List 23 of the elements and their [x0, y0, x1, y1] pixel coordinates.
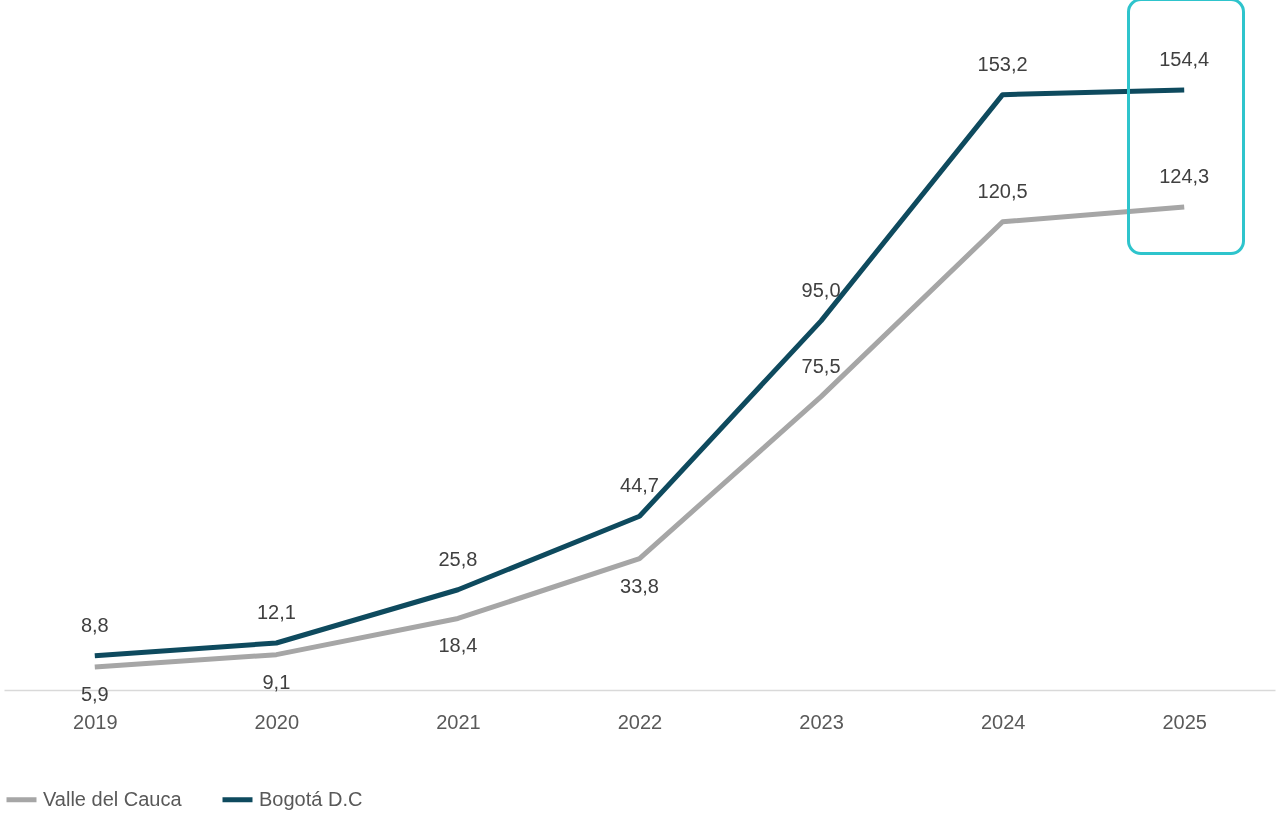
- data-label: 153,2: [977, 52, 1028, 75]
- data-label: 8,8: [80, 613, 109, 636]
- data-label: 5,9: [80, 683, 109, 706]
- data-label: 95,0: [801, 278, 841, 301]
- x-tick-label: 2019: [73, 710, 118, 733]
- x-tick-label: 2022: [617, 710, 663, 733]
- legend-label: Valle del Cauca: [43, 787, 183, 810]
- data-label: 44,7: [620, 474, 659, 497]
- x-tick-label: 2024: [980, 710, 1026, 733]
- x-tick-label: 2025: [1162, 710, 1207, 733]
- data-label: 25,8: [438, 547, 478, 570]
- x-tick-label: 2021: [436, 710, 481, 733]
- data-label: 9,1: [262, 670, 291, 693]
- data-label: 18,4: [438, 634, 478, 657]
- data-label: 154,4: [1159, 48, 1210, 70]
- data-label: 124,3: [1159, 164, 1210, 187]
- x-tick-label: 2020: [254, 710, 300, 733]
- data-label: 33,8: [620, 574, 659, 597]
- legend-label: Bogotá D.C: [259, 787, 363, 810]
- data-label: 75,5: [801, 354, 841, 377]
- data-label: 12,1: [256, 600, 296, 623]
- x-tick-label: 2023: [799, 710, 844, 733]
- data-label: 120,5: [977, 179, 1028, 202]
